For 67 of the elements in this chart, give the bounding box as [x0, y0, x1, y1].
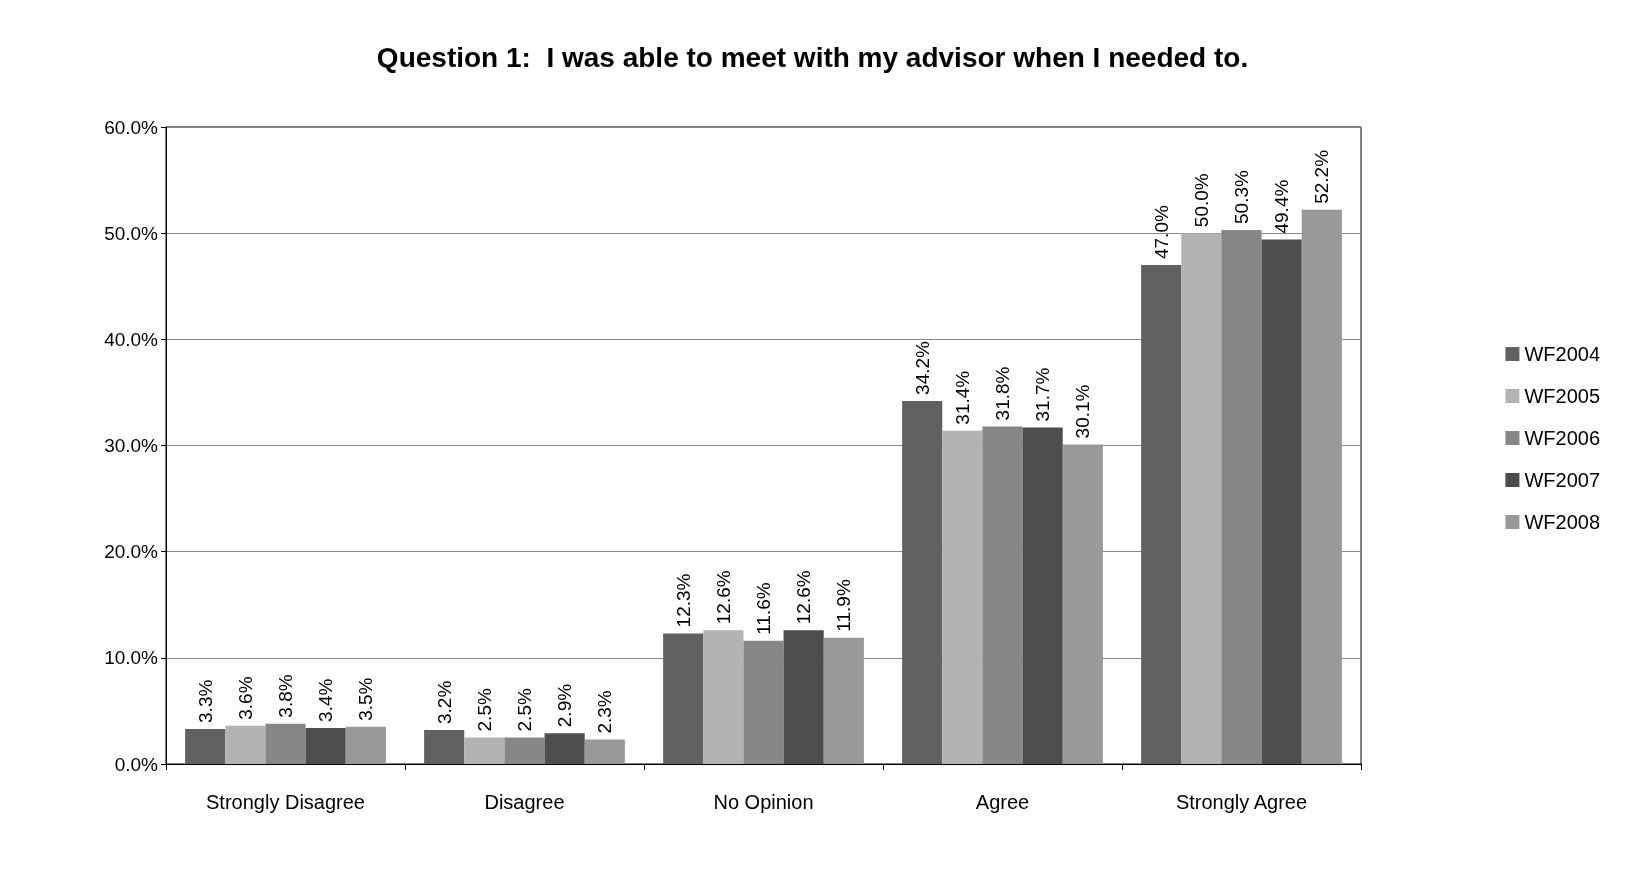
data-label: 2.9% [554, 683, 576, 728]
data-label: 2.5% [514, 688, 535, 732]
data-label: 31.8% [992, 366, 1013, 421]
data-label: 3.5% [355, 677, 377, 721]
bar [345, 726, 386, 764]
data-label: 31.4% [951, 370, 973, 425]
x-tick-label: Strongly Disagree [206, 791, 365, 813]
y-tick-label: 10.0% [104, 647, 159, 669]
bar [1141, 265, 1182, 764]
data-label: 3.2% [433, 680, 455, 725]
bar [424, 730, 465, 764]
x-tick-label: Strongly Agree [1175, 791, 1308, 813]
legend-label: WF2007 [1524, 469, 1601, 491]
bar [584, 739, 625, 764]
bar [1301, 209, 1342, 764]
legend-label: WF2005 [1524, 385, 1601, 407]
bar [185, 728, 226, 764]
data-label: 52.2% [1311, 149, 1333, 204]
x-tick-label: Disagree [484, 791, 565, 813]
bar [783, 630, 824, 764]
bar [703, 630, 744, 764]
data-label: 3.6% [234, 676, 256, 720]
legend-label: WF2004 [1524, 343, 1601, 365]
y-tick-label: 20.0% [104, 541, 159, 563]
data-label: 12.6% [793, 570, 815, 625]
bar [225, 725, 266, 764]
y-tick-label: 40.0% [104, 328, 159, 350]
data-label: 11.9% [833, 579, 855, 632]
data-label: 50.3% [1231, 170, 1252, 224]
bar [743, 640, 784, 764]
data-label: 47.0% [1150, 205, 1172, 260]
bar [1062, 444, 1103, 764]
data-label: 50.0% [1190, 173, 1212, 228]
data-label: 2.5% [473, 688, 495, 732]
bar [265, 723, 306, 764]
bar [823, 637, 864, 764]
legend-label: WF2008 [1524, 511, 1601, 533]
bar [504, 737, 545, 764]
y-tick-label: 30.0% [104, 435, 159, 456]
data-label: 49.4% [1271, 179, 1293, 234]
bar [902, 400, 943, 764]
x-tick-label: Agree [975, 791, 1030, 813]
chart-title: Question 1: I was able to meet with my advisor when I needed to. [376, 41, 1249, 73]
data-label: 3.3% [194, 679, 216, 723]
data-label: 11.6% [753, 582, 774, 635]
data-label: 34.2% [911, 340, 933, 395]
bar [305, 727, 346, 764]
bar [464, 737, 505, 764]
y-tick-label: 50.0% [104, 222, 159, 244]
legend-label: WF2006 [1524, 427, 1601, 449]
data-label: 3.4% [315, 678, 337, 722]
data-label: 3.8% [275, 674, 296, 718]
bar [982, 426, 1023, 764]
data-label: 12.3% [672, 573, 694, 628]
y-tick-label: 60.0% [104, 116, 159, 138]
bar [663, 633, 704, 764]
bar [942, 430, 983, 764]
x-tick-label: No Opinion [713, 791, 814, 813]
data-label: 31.7% [1032, 367, 1054, 422]
data-label: 12.6% [712, 570, 734, 625]
bar [1261, 239, 1302, 764]
data-label: 30.1% [1072, 384, 1094, 439]
bar [1022, 427, 1063, 764]
data-label: 2.3% [594, 690, 616, 734]
bar [1181, 233, 1222, 764]
bar [544, 733, 585, 764]
y-tick-label: 0.0% [114, 753, 159, 775]
